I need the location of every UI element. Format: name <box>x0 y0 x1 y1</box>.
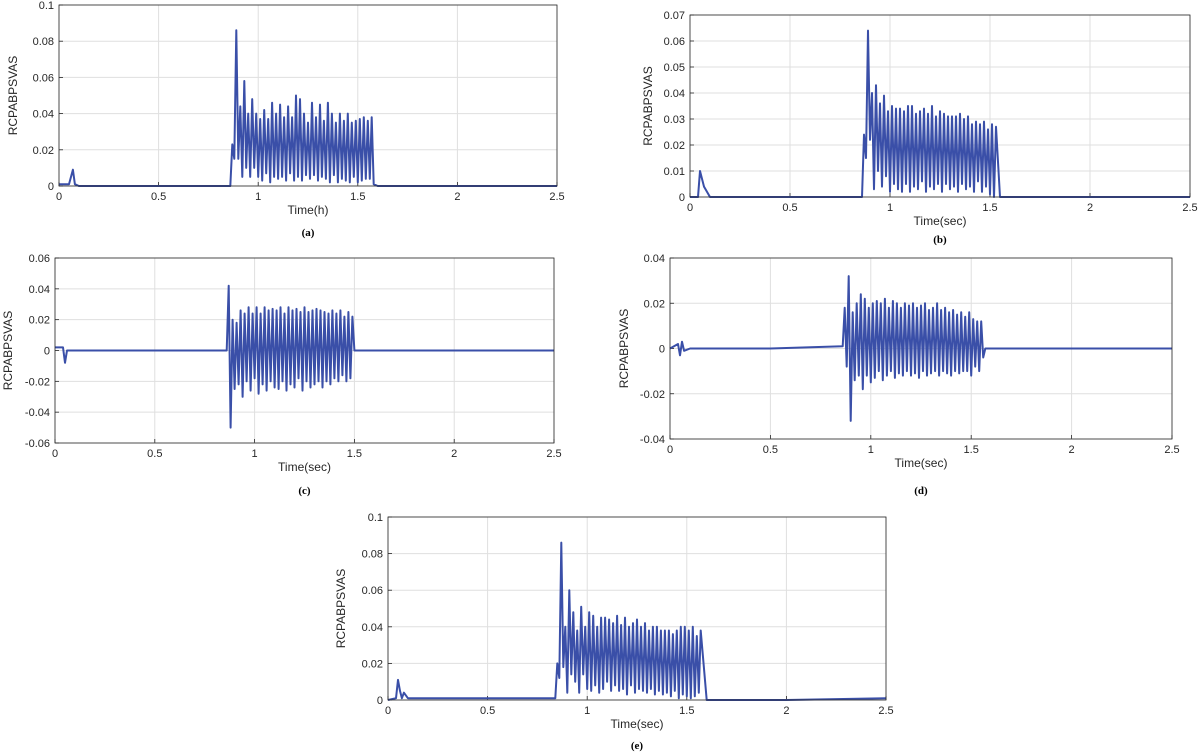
x-axis-label: Time(h) <box>288 203 329 217</box>
x-tick-label: 2 <box>783 705 789 717</box>
y-tick-label: -0.06 <box>25 438 50 450</box>
x-axis-label: Time(sec) <box>895 456 948 470</box>
axes-frame <box>54 257 555 444</box>
x-tick-label: 0.5 <box>147 448 162 460</box>
y-tick-label: 0.08 <box>33 36 54 48</box>
y-tick-label: 0.02 <box>644 298 665 310</box>
y-tick-label: 0.01 <box>664 166 685 178</box>
x-axis-label: Time(sec) <box>914 214 967 228</box>
x-tick-label: 2.5 <box>546 448 561 460</box>
plot-area <box>388 517 886 700</box>
x-tick-label: 2 <box>1087 202 1093 214</box>
y-tick-label: 0.1 <box>39 0 54 12</box>
y-tick-label: 0.04 <box>362 622 383 634</box>
y-tick-label: 0.05 <box>664 62 685 74</box>
y-tick-label: 0 <box>48 181 54 193</box>
y-tick-label: 0.04 <box>644 253 665 265</box>
chart-b: 0 0.5 1 1.5 2 2.5 0 0.01 0.02 0.03 0.04 0.05 0.06 0.0… <box>641 10 1198 246</box>
axes-frame <box>58 4 558 187</box>
y-tick-label: 0.04 <box>29 284 50 296</box>
y-axis-label: RCPABPSVAS <box>334 569 348 649</box>
y-axis-label: RCPABPSVAS <box>641 66 655 146</box>
axes-frame <box>689 14 1191 198</box>
x-tick-label: 0 <box>385 705 391 717</box>
x-tick-label: 0 <box>687 202 693 214</box>
x-axis-label: Time(sec) <box>611 717 664 731</box>
x-tick-label: 1.5 <box>679 705 694 717</box>
y-tick-label: 0.04 <box>33 109 54 121</box>
y-tick-label: 0.02 <box>664 140 685 152</box>
x-tick-label: 2.5 <box>1182 202 1197 214</box>
chart-a: 0 0.5 1 1.5 2 2.5 0 0.02 0.04 0.06 0.08 0.1 Time(h) R… <box>6 0 565 239</box>
x-tick-label: 0 <box>56 191 62 203</box>
axes-frame <box>669 257 1173 440</box>
y-tick-label: 0.06 <box>33 72 54 84</box>
x-tick-label: 0 <box>52 448 58 460</box>
y-axis-label: RCPABPSVAS <box>1 311 15 391</box>
axes-frame <box>387 516 887 701</box>
y-tick-label: 0.1 <box>368 512 383 524</box>
x-tick-label: 0.5 <box>480 705 495 717</box>
y-tick-label: -0.02 <box>640 389 665 401</box>
x-tick-label: 1 <box>868 444 874 456</box>
y-tick-label: 0.02 <box>362 658 383 670</box>
x-tick-label: 2.5 <box>549 191 564 203</box>
panel-caption: (c) <box>298 485 311 497</box>
y-tick-label: 0 <box>679 192 685 204</box>
x-tick-label: 1 <box>252 448 258 460</box>
plot-area <box>690 15 1190 197</box>
x-tick-label: 2 <box>454 191 460 203</box>
x-tick-label: 0.5 <box>763 444 778 456</box>
y-axis-label: RCPABPSVAS <box>617 309 631 389</box>
y-tick-label: 0 <box>659 344 665 356</box>
x-tick-label: 1 <box>255 191 261 203</box>
x-tick-label: 0.5 <box>782 202 797 214</box>
y-tick-label: -0.04 <box>25 407 50 419</box>
x-tick-label: 0.5 <box>151 191 166 203</box>
data-series-line <box>55 284 554 429</box>
y-tick-label: 0.02 <box>29 315 50 327</box>
x-tick-label: 2 <box>1069 444 1075 456</box>
x-tick-label: 1 <box>887 202 893 214</box>
panel-caption: (b) <box>933 234 947 246</box>
x-tick-label: 0 <box>667 444 673 456</box>
y-tick-label: 0 <box>44 346 50 358</box>
chart-c: 0 0.5 1 1.5 2 2.5 -0.06 -0.04 -0.02 0 0.02 0.04 0.06… <box>1 253 562 497</box>
y-tick-label: 0.02 <box>33 145 54 157</box>
x-tick-label: 2 <box>451 448 457 460</box>
data-series-line <box>690 29 1190 198</box>
y-tick-label: 0.04 <box>664 88 685 100</box>
data-series-line <box>59 29 557 187</box>
y-tick-label: -0.04 <box>640 434 665 446</box>
x-tick-label: 1.5 <box>964 444 979 456</box>
y-tick-label: 0.06 <box>362 585 383 597</box>
y-tick-label: -0.02 <box>25 376 50 388</box>
y-tick-label: 0.06 <box>29 253 50 265</box>
chart-e: 0 0.5 1 1.5 2 2.5 0 0.02 0.04 0.06 0.08 0.1 Time(sec… <box>334 512 894 752</box>
y-tick-label: 0.07 <box>664 10 685 22</box>
y-tick-label: 0 <box>377 695 383 707</box>
y-tick-label: 0.08 <box>362 549 383 561</box>
x-tick-label: 1.5 <box>347 448 362 460</box>
x-tick-label: 1.5 <box>350 191 365 203</box>
y-tick-label: 0.03 <box>664 114 685 126</box>
y-tick-label: 0.06 <box>664 36 685 48</box>
x-tick-label: 2.5 <box>1164 444 1179 456</box>
data-series-line <box>669 275 1172 422</box>
panel-caption: (e) <box>631 740 644 752</box>
data-series-line <box>387 541 887 701</box>
x-tick-label: 1 <box>584 705 590 717</box>
chart-d: 0 0.5 1 1.5 2 2.5 -0.04 -0.02 0 0.02 0.04 Time(sec)… <box>617 253 1180 497</box>
panel-caption: (d) <box>914 485 928 497</box>
x-axis-label: Time(sec) <box>278 460 331 474</box>
y-axis-label: RCPABPSVAS <box>6 56 20 136</box>
x-tick-label: 1.5 <box>982 202 997 214</box>
plot-area <box>59 5 557 186</box>
panel-caption: (a) <box>302 227 315 239</box>
x-tick-label: 2.5 <box>878 705 893 717</box>
